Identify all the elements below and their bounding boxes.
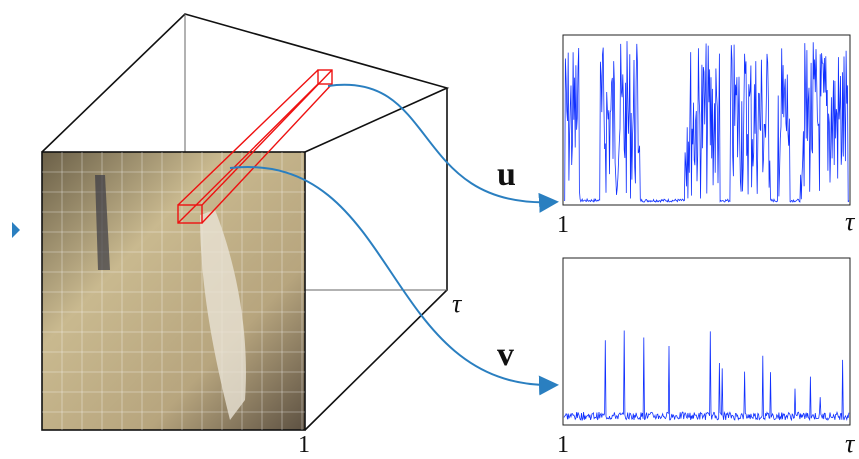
x-start: 1 (557, 212, 569, 238)
video-frame (42, 152, 305, 430)
depth-label: τ (452, 289, 463, 318)
plot-label: u (497, 156, 516, 193)
diagram: τ 1 u 1 τ v 1 τ (0, 0, 859, 459)
x-end: τ (845, 429, 856, 458)
arrow (328, 85, 555, 203)
x-start: 1 (557, 432, 569, 458)
plot-label: v (497, 336, 514, 373)
signal (564, 41, 849, 202)
frame-label: 1 (298, 432, 310, 458)
bullet (12, 222, 20, 238)
x-end: τ (845, 207, 856, 236)
signal (564, 331, 849, 421)
